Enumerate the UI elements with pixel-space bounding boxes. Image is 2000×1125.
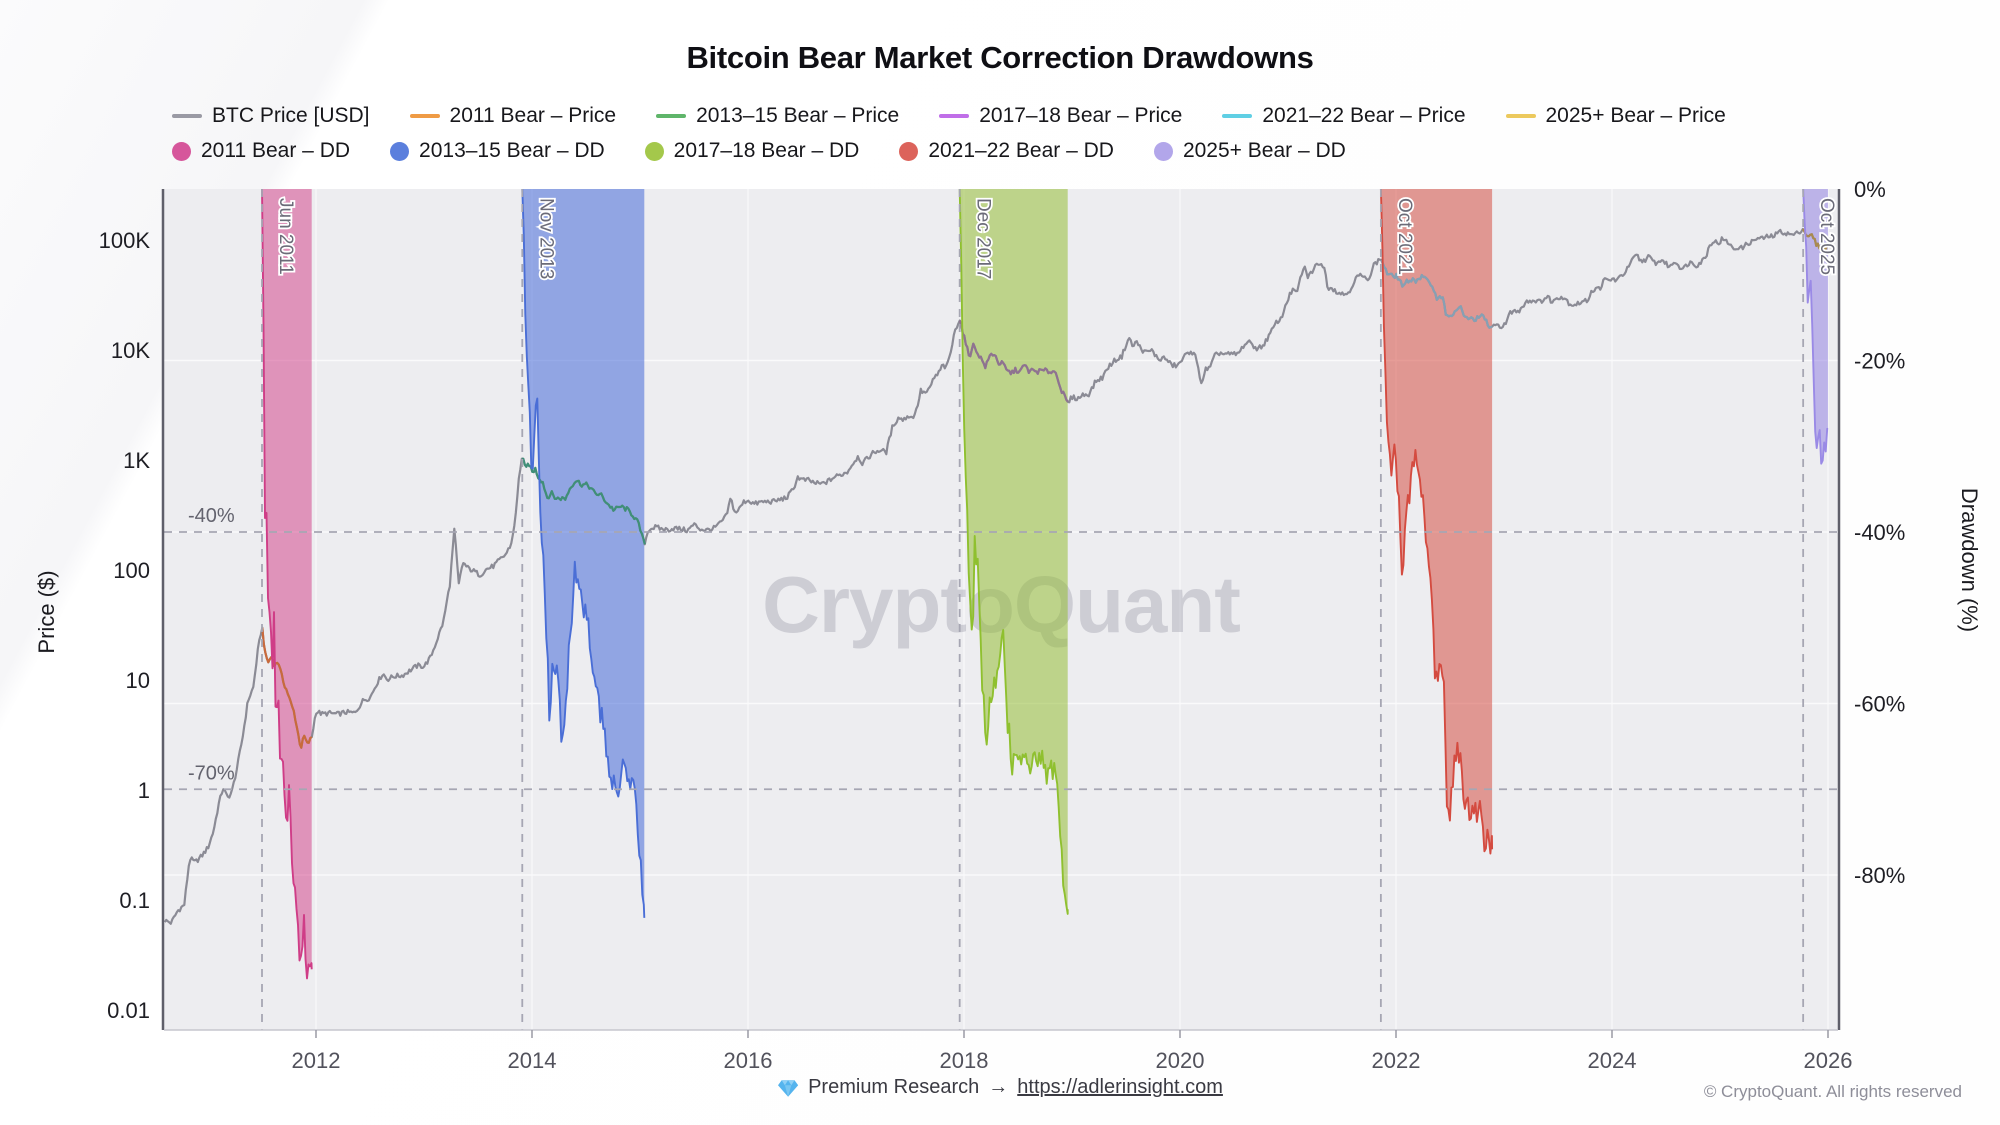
annotation-label-minus-40pct: -40%: [188, 505, 235, 527]
line-swatch-icon: [409, 114, 440, 118]
legend-label: 2013–15 Bear – DD: [419, 139, 605, 162]
legend-label: 2025+ Bear – Price: [1545, 104, 1726, 127]
dd-line-2025: [1802, 189, 1829, 465]
dd-line-2011: [261, 189, 313, 980]
year-tick-label: 2012: [292, 1048, 341, 1073]
year-tick-label: 2022: [1372, 1048, 1421, 1073]
legend-item-2013-15-bear-dd[interactable]: 2013–15 Bear – DD: [390, 139, 605, 163]
legend-label: 2025+ Bear – DD: [1182, 139, 1346, 162]
band-label-2025: Oct 2025: [1816, 198, 1837, 275]
bear-price-line-2025: [1801, 228, 1828, 252]
price-tick-label: 100: [113, 558, 150, 583]
legend-item-2025+-bear-dd[interactable]: 2025+ Bear – DD: [1153, 139, 1346, 163]
line-swatch-icon: [1505, 114, 1536, 118]
price-tick-label: 1: [138, 778, 150, 803]
dot-swatch-icon: [1153, 141, 1173, 161]
legend-item-btc-price-usd[interactable]: BTC Price [USD]: [172, 104, 370, 128]
legend-item-2025+-bear-price[interactable]: 2025+ Bear – Price: [1505, 104, 1726, 128]
legend-row-drawdown: 2011 Bear – DD 2013–15 Bear – DD 2017–18 B…: [172, 139, 1962, 163]
legend-label: 2021–22 Bear – Price: [1262, 104, 1466, 127]
price-tick-label: 1K: [123, 448, 150, 473]
year-tick-label: 2016: [724, 1048, 773, 1073]
price-tick-label: 0.1: [119, 888, 150, 913]
footer-arrow: →: [988, 1076, 1009, 1098]
page-title: Bitcoin Bear Market Correction Drawdowns: [686, 40, 1314, 75]
legend-item-2011-bear-dd[interactable]: 2011 Bear – DD: [172, 139, 350, 163]
line-swatch-icon: [656, 114, 687, 118]
legend-label: 2011 Bear – DD: [201, 139, 351, 162]
price-tick-label: 10: [126, 668, 150, 693]
price-tick-label: 10K: [111, 338, 150, 363]
line-swatch-icon: [172, 114, 202, 118]
drawdown-tick-label: -40%: [1854, 520, 1905, 545]
bear-price-line-2011: [261, 627, 313, 749]
band-label-2017-18: Dec 2017: [973, 198, 994, 279]
line-swatch-icon: [1222, 114, 1253, 118]
right-axis-title: Drawdown (%): [1957, 488, 1982, 632]
legend-item-2021-22-bear-dd[interactable]: 2021–22 Bear – DD: [899, 139, 1114, 163]
legend-label: 2021–22 Bear – DD: [928, 139, 1114, 162]
year-tick-label: 2026: [1804, 1048, 1853, 1073]
dot-swatch-icon: [899, 141, 919, 161]
band-label-2013-15: Nov 2013: [535, 198, 556, 279]
drawdown-tick-label: -60%: [1854, 692, 1905, 717]
legend-label: 2013–15 Bear – Price: [696, 104, 900, 127]
dot-swatch-icon: [390, 141, 410, 161]
footer-text: Premium Research: [808, 1076, 980, 1098]
plot-layers: [164, 189, 1829, 980]
dd-area-2025: [1803, 189, 1828, 464]
dd-area-2013-15: [522, 189, 645, 918]
legend-item-2011-bear-price[interactable]: 2011 Bear – Price: [409, 104, 617, 128]
drawdown-tick-label: -80%: [1854, 863, 1905, 888]
bear-price-line-2013-15: [521, 457, 646, 545]
drawdown-tick-label: -20%: [1854, 349, 1905, 374]
legend-item-2017-18-bear-price[interactable]: 2017–18 Bear – Price: [939, 104, 1182, 128]
price-tick-label: 0.01: [107, 998, 150, 1023]
bear-price-line-2017-18: [958, 320, 1069, 403]
legend-item-2013-15-bear-price[interactable]: 2013–15 Bear – Price: [656, 104, 899, 128]
legend-label: BTC Price [USD]: [212, 104, 370, 127]
year-tick-label: 2014: [508, 1048, 557, 1073]
copyright-text: © CryptoQuant. All rights reserved: [1703, 1082, 1962, 1101]
line-swatch-icon: [939, 114, 970, 118]
dd-area-2011: [262, 189, 312, 979]
left-axis-title: Price ($): [34, 570, 59, 653]
dot-swatch-icon: [172, 141, 191, 161]
dd-line-2017-18: [958, 189, 1069, 915]
legend-item-2021-22-bear-price[interactable]: 2021–22 Bear – Price: [1222, 104, 1466, 128]
footer-link[interactable]: https://adlerinsight.com: [1017, 1076, 1223, 1098]
price-tick-label: 100K: [99, 228, 151, 253]
year-tick-label: 2020: [1156, 1048, 1205, 1073]
gem-icon: [778, 1079, 799, 1097]
bear-price-line-2021-22: [1380, 259, 1493, 329]
legend-row-price: BTC Price [USD] 2011 Bear – Price 2013–15 …: [172, 104, 1962, 128]
legend-label: 2017–18 Bear – DD: [673, 139, 860, 162]
footer-research-credit: Premium Research → https://adlerinsight.…: [777, 1076, 1223, 1099]
dd-line-2021-22: [1379, 189, 1494, 855]
year-tick-label: 2024: [1588, 1048, 1637, 1073]
legend-item-2017-18-bear-dd[interactable]: 2017–18 Bear – DD: [644, 139, 860, 163]
dd-line-2013-15: [521, 189, 646, 918]
drawdown-tick-label: 0%: [1854, 177, 1886, 202]
year-tick-label: 2018: [940, 1048, 989, 1073]
dd-area-2021-22: [1380, 189, 1493, 854]
band-label-2011: Jun 2011: [275, 198, 296, 275]
annotation-label-minus-70pct: -70%: [188, 762, 235, 784]
legend-label: 2011 Bear – Price: [449, 104, 617, 127]
band-label-2021-22: Oct 2021: [1394, 198, 1415, 275]
legend-label: 2017–18 Bear – Price: [979, 104, 1183, 127]
dot-swatch-icon: [644, 141, 664, 161]
